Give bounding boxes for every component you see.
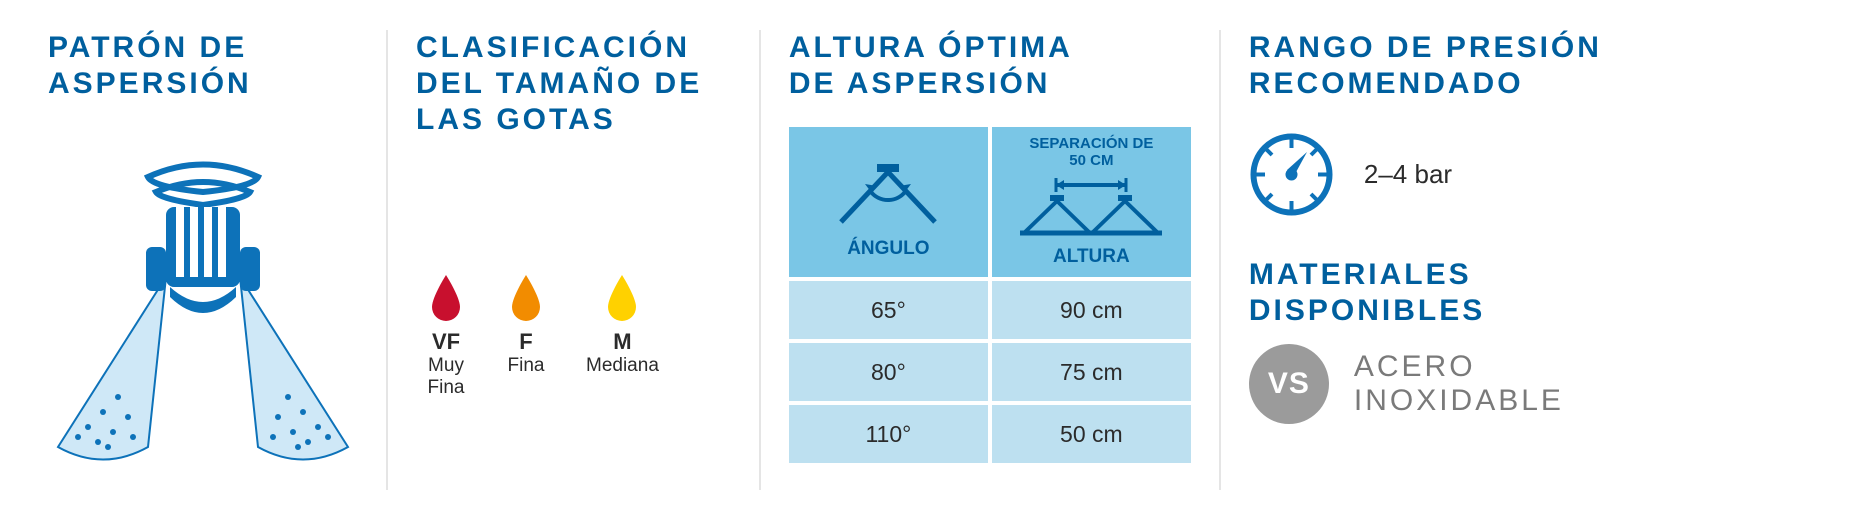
- col2-header-label: ALTURA: [1053, 246, 1130, 268]
- panel3-title-line2: DE ASPERSIÓN: [789, 67, 1051, 100]
- pressure-row: 2–4 bar: [1249, 132, 1818, 217]
- panel-drop-classification: CLASIFICACIÓN DEL TAMAÑO DE LAS GOTAS VF…: [386, 30, 759, 490]
- drop-code: M: [613, 329, 631, 355]
- panel1-title: PATRÓN DE ASPERSIÓN: [48, 30, 358, 102]
- drops-row: VF MuyFina F Fina M Mediana: [416, 273, 731, 399]
- separation-label: SEPARACIÓN DE50 CM: [1029, 136, 1153, 169]
- angle-cell: 65°: [789, 281, 988, 339]
- panel2-title-line1: CLASIFICACIÓN: [416, 31, 690, 64]
- header-height: SEPARACIÓN DE50 CM ALTURA: [992, 127, 1191, 277]
- gauge-icon: [1249, 132, 1334, 217]
- panel-pressure-materials: RANGO DE PRESIÓN RECOMENDADO 2–4 bar MAT…: [1219, 30, 1846, 490]
- angle-cell: 80°: [789, 343, 988, 401]
- height-table: ÁNGULO SEPARACIÓN DE50 CM: [789, 127, 1191, 463]
- pressure-title: RANGO DE PRESIÓN RECOMENDADO: [1249, 30, 1818, 102]
- panel3-title: ALTURA ÓPTIMA DE ASPERSIÓN: [789, 30, 1191, 102]
- drop-f: F Fina: [506, 273, 546, 399]
- material-name: ACERO INOXIDABLE: [1354, 350, 1564, 419]
- drop-icon: [426, 273, 466, 323]
- panel2-title-line3: LAS GOTAS: [416, 103, 616, 136]
- material-name-line2: INOXIDABLE: [1354, 384, 1564, 417]
- materials-title: MATERIALES DISPONIBLES: [1249, 257, 1818, 329]
- drop-code: VF: [432, 329, 460, 355]
- table-row: 80° 75 cm: [789, 343, 1191, 401]
- col1-header-label: ÁNGULO: [847, 238, 929, 260]
- pressure-value: 2–4 bar: [1364, 159, 1452, 190]
- drop-label: MuyFina: [428, 355, 465, 399]
- height-cell: 90 cm: [992, 281, 1191, 339]
- angle-cell: 110°: [789, 405, 988, 463]
- drop-m: M Mediana: [586, 273, 659, 399]
- drop-label: Mediana: [586, 355, 659, 377]
- panel3-title-line1: ALTURA ÓPTIMA: [789, 31, 1073, 64]
- pressure-title-line2: RECOMENDADO: [1249, 67, 1524, 100]
- table-header-row: ÁNGULO SEPARACIÓN DE50 CM: [789, 127, 1191, 277]
- height-cell: 75 cm: [992, 343, 1191, 401]
- materials-title-line1: MATERIALES: [1249, 258, 1472, 291]
- table-row: 110° 50 cm: [789, 405, 1191, 463]
- height-cell: 50 cm: [992, 405, 1191, 463]
- materials-title-line2: DISPONIBLES: [1249, 294, 1485, 327]
- panel-spray-height: ALTURA ÓPTIMA DE ASPERSIÓN ÁNGULO SEPARA…: [759, 30, 1219, 490]
- material-badge: VS: [1249, 344, 1329, 424]
- spray-pattern-icon: [48, 127, 358, 487]
- drop-code: F: [519, 329, 532, 355]
- panel-spray-pattern: PATRÓN DE ASPERSIÓN: [20, 30, 386, 490]
- material-row: VS ACERO INOXIDABLE: [1249, 344, 1818, 424]
- drop-icon: [602, 273, 642, 323]
- drop-vf: VF MuyFina: [426, 273, 466, 399]
- header-angle: ÁNGULO: [789, 127, 988, 277]
- panel2-title-line2: DEL TAMAÑO DE: [416, 67, 702, 100]
- panel2-title: CLASIFICACIÓN DEL TAMAÑO DE LAS GOTAS: [416, 30, 731, 138]
- material-name-line1: ACERO: [1354, 350, 1476, 383]
- pressure-title-line1: RANGO DE PRESIÓN: [1249, 31, 1602, 64]
- panel1-title-line1: PATRÓN DE: [48, 31, 247, 64]
- angle-icon: [833, 162, 943, 232]
- drop-icon: [506, 273, 546, 323]
- drop-label: Fina: [508, 355, 545, 377]
- table-row: 65° 90 cm: [789, 281, 1191, 339]
- height-icon: [1016, 175, 1166, 240]
- panel1-title-line2: ASPERSIÓN: [48, 67, 252, 100]
